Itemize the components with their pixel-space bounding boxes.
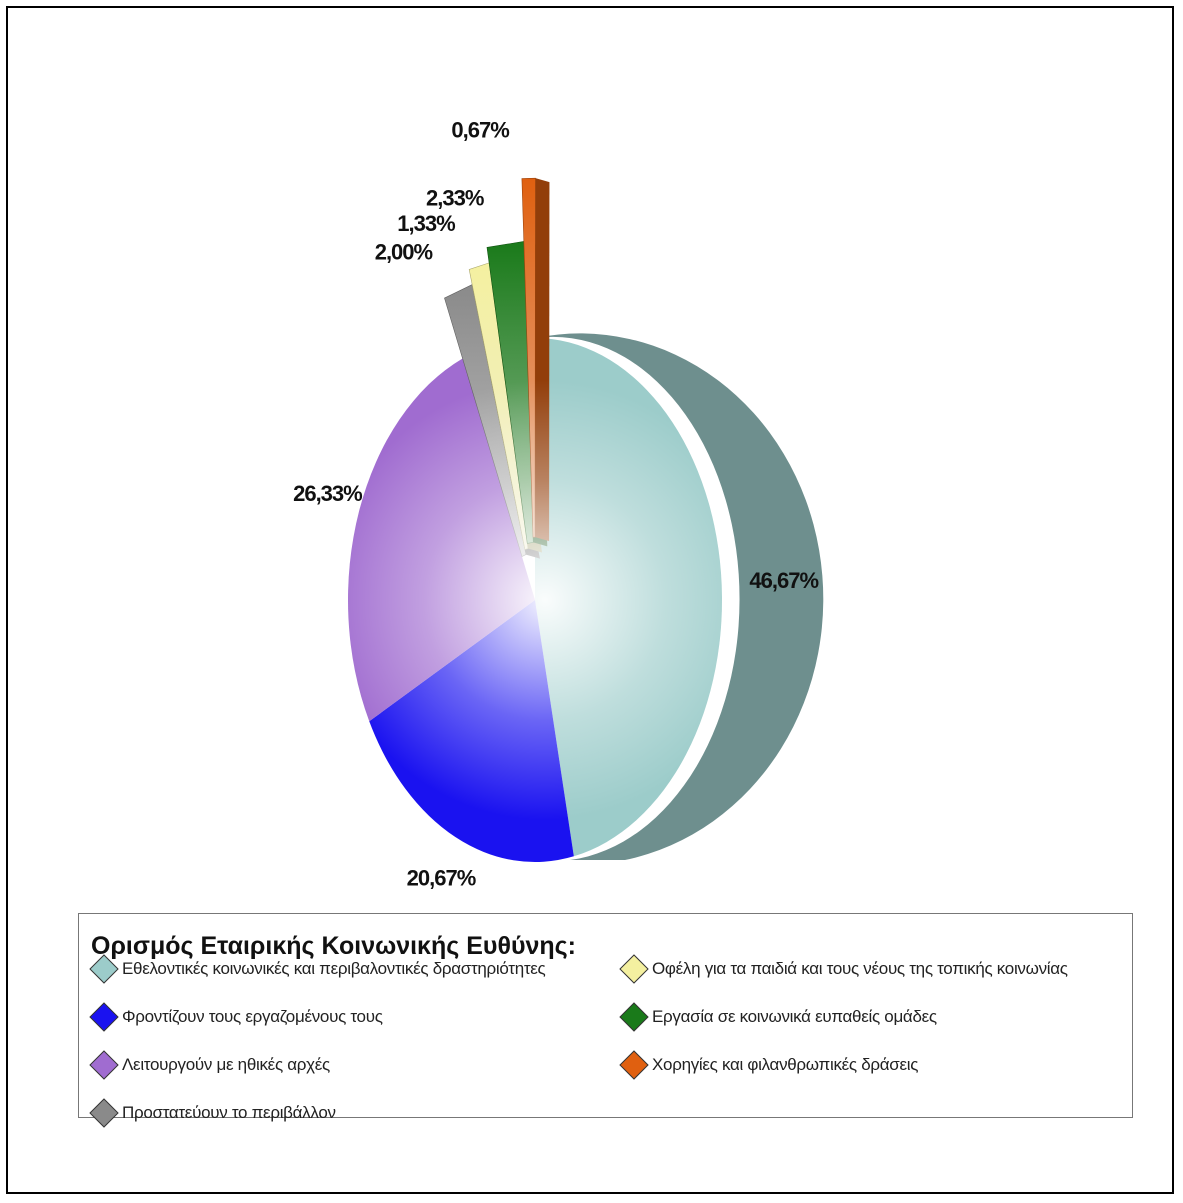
legend-label: Οφέλη για τα παιδιά και τους νέους της τ… [652, 959, 1068, 978]
diamond-icon [89, 1002, 119, 1032]
legend-label: Φροντίζουν τους εργαζομένους τους [122, 1007, 383, 1026]
legend-label: Χορηγίες και φιλανθρωπικές δράσεις [652, 1055, 919, 1074]
legend-item-sponsorship: Χορηγίες και φιλανθρωπικές δράσεις [619, 1050, 918, 1080]
legend-label: Εργασία σε κοινωνικά ευπαθείς ομάδες [652, 1007, 937, 1026]
legend-item-ethics: Λειτουργούν με ηθικές αρχές [89, 1050, 330, 1080]
legend-label: Λειτουργούν με ηθικές αρχές [122, 1055, 330, 1074]
data-label-ethics: 26,33% [293, 481, 362, 506]
diamond-icon [89, 1098, 119, 1128]
legend-item-environment: Προστατεύουν το περιβάλλον [89, 1098, 336, 1128]
diamond-icon [619, 954, 649, 984]
data-label-environment: 2,00% [375, 239, 433, 264]
legend-item-vulnerable: Εργασία σε κοινωνικά ευπαθείς ομάδες [619, 1002, 937, 1032]
legend-label: Προστατεύουν το περιβάλλον [122, 1103, 336, 1122]
diamond-icon [89, 1050, 119, 1080]
pie-side-depth [535, 333, 824, 860]
diamond-icon [619, 1050, 649, 1080]
legend-title: Ορισμός Εταιρικής Κοινωνικής Ευθύνης: [91, 932, 577, 960]
legend-item-employees: Φροντίζουν τους εργαζομένους τους [89, 1002, 383, 1032]
data-label-vulnerable: 2,33% [426, 185, 484, 210]
legend-item-volunteer: Εθελοντικές κοινωνικές και περιβαλοντικέ… [89, 954, 546, 984]
data-label-employees: 20,67% [407, 866, 476, 891]
data-label-youth: 1,33% [397, 211, 455, 236]
data-label-volunteer: 46,67% [749, 568, 818, 593]
diamond-icon [619, 1002, 649, 1032]
legend-item-youth: Οφέλη για τα παιδιά και τους νέους της τ… [619, 954, 1068, 984]
diamond-icon [89, 954, 119, 984]
pie-chart: 46,67% 20,67% 26,33% 2,00% 1,33%2,33% 0,67% [293, 117, 824, 891]
data-label-sponsorship: 0,67% [451, 117, 509, 142]
legend: Ορισμός Εταιρικής Κοινωνικής Ευθύνης: Εθ… [78, 913, 1133, 1128]
pie-highlight [348, 338, 722, 862]
legend-label: Εθελοντικές κοινωνικές και περιβαλοντικέ… [122, 959, 546, 978]
